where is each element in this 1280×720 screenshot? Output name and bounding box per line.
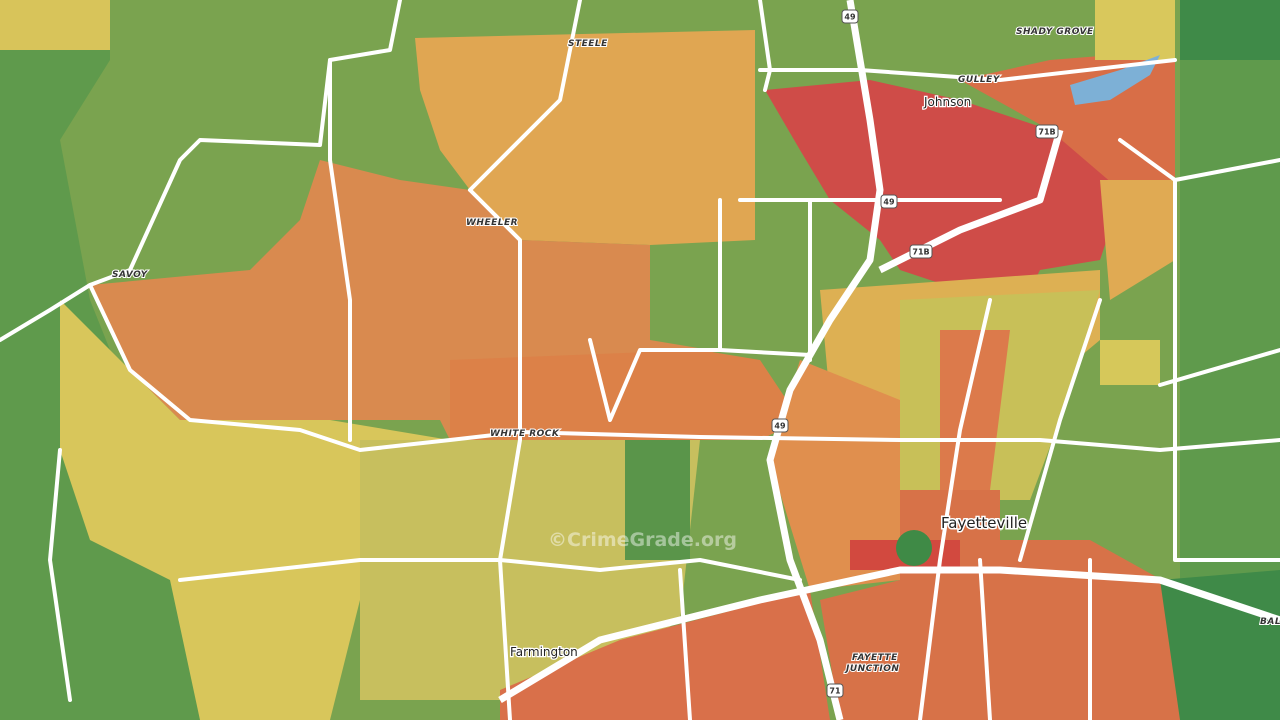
place-label: SHADY GROVE [1016,27,1094,37]
shield-label: 71B [912,248,929,257]
place-label: GULLEY [958,75,1001,85]
shield [826,683,844,698]
shield [771,418,789,433]
shield [1035,124,1059,139]
place-label: WHITE ROCK [490,429,560,439]
place-label: SAVOY [112,270,149,280]
watermark: ©CrimeGrade.org [548,529,737,551]
labels: STEELE SHADY GROVE GULLEY Johnson WHEELE… [111,26,1280,675]
shield-label: 49 [883,198,895,207]
place-label: WHEELER [466,218,518,228]
place-label: BAL [1260,617,1280,627]
shield [909,244,933,259]
shields: 49 71B 49 71B 49 71 [771,9,1059,698]
shield-label: 71 [829,687,841,696]
city-label: Farmington [510,645,578,659]
place-label: Johnson [923,95,971,109]
place-label: JUNCTION [844,664,899,674]
shield-label: 71B [1038,128,1055,137]
place-label: FAYETTE [852,653,898,663]
shield [880,194,898,209]
shield-label: 49 [844,13,856,22]
shield-label: 49 [774,422,786,431]
city-label: Fayetteville [941,514,1027,532]
shield [841,9,859,24]
place-label: STEELE [568,39,608,49]
